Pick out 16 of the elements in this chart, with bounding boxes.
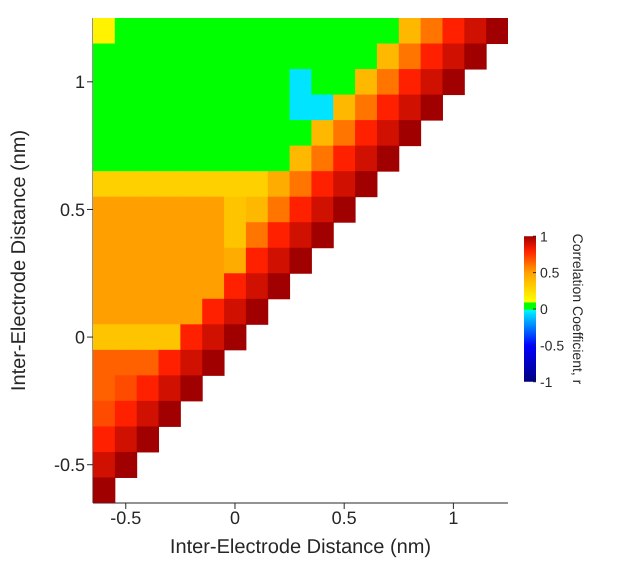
x-tick-label: 0.5 <box>332 508 357 528</box>
x-tick-label: 0 <box>230 508 240 528</box>
color-bar-label: 0 <box>540 301 548 317</box>
color-bar-label: 1 <box>540 228 548 244</box>
x-tick-label: 1 <box>448 508 458 528</box>
x-tick-label: -0.5 <box>110 508 142 528</box>
x-axis-title: Inter-Electrode Distance (nm) <box>170 536 432 558</box>
y-axis-title: Inter-Electrode Distance (nm) <box>8 130 30 392</box>
y-tick-label: 0.5 <box>60 200 85 220</box>
color-bar-label: -1 <box>540 374 553 390</box>
y-tick-label: 0 <box>74 327 85 348</box>
color-bar-label: 0.5 <box>540 264 560 281</box>
color-bar-label: -0.5 <box>540 337 564 354</box>
y-tick-label: 1 <box>74 72 85 92</box>
color-bar-title: Correlation Coefficient, r <box>570 234 586 385</box>
y-tick-label: -0.5 <box>54 455 85 476</box>
